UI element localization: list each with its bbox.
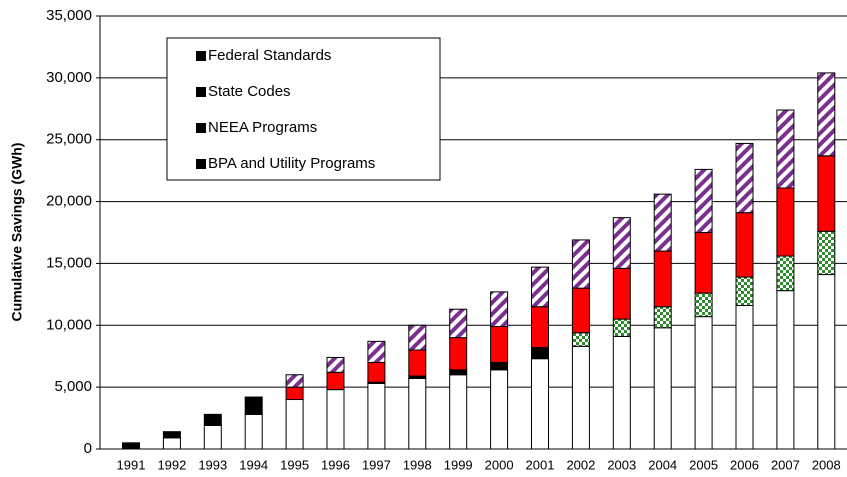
bar-segment	[531, 266, 549, 308]
legend-label: Federal Standards	[208, 47, 331, 64]
bar-segment	[612, 217, 631, 269]
bar-segment	[285, 399, 304, 450]
bar-segment	[490, 326, 509, 363]
bar-segment	[408, 324, 427, 351]
bar-segment	[367, 382, 386, 450]
bar-segment	[735, 212, 754, 278]
bar-segment	[694, 316, 713, 450]
legend-label: State Codes	[208, 83, 291, 100]
bar-segment	[571, 332, 590, 347]
bar-segment	[244, 413, 263, 450]
bar-segment	[449, 374, 468, 450]
x-tick-label: 1992	[157, 457, 186, 472]
bar-segment	[653, 306, 672, 329]
y-tick-label: 15,000	[46, 254, 92, 271]
x-tick-label: 2006	[730, 457, 759, 472]
bar-segment	[776, 255, 795, 292]
bar-segment	[531, 358, 549, 450]
bar-segment	[817, 155, 836, 232]
x-tick-label: 1991	[117, 457, 146, 472]
x-tick-label: 1993	[198, 457, 227, 472]
bar-segment	[408, 349, 427, 377]
bar-segment	[326, 389, 345, 450]
bar-segment	[653, 327, 672, 450]
bar-segment	[694, 168, 713, 233]
bar-segment	[776, 109, 795, 189]
bar-segment	[776, 187, 795, 257]
bar-segment	[162, 437, 181, 450]
legend-swatch	[196, 51, 206, 61]
bar-segment	[817, 72, 836, 157]
bar-segment	[571, 287, 590, 334]
bar-segment	[531, 347, 549, 360]
bar-segment	[531, 306, 549, 349]
bar-segment	[285, 386, 304, 401]
bar-segment	[817, 274, 836, 450]
y-axis-label: Cumulative Savings (GWh)	[9, 143, 25, 322]
bar-segment	[735, 276, 754, 306]
bar-segment	[203, 424, 222, 450]
bar-segment	[490, 369, 509, 450]
legend-box	[166, 37, 441, 181]
x-tick-label: 2007	[771, 457, 800, 472]
bar-segment	[694, 232, 713, 294]
x-tick-label: 1996	[321, 457, 350, 472]
bar-segment	[490, 291, 509, 328]
bar-segment	[735, 304, 754, 450]
bar-segment	[122, 442, 140, 450]
bar-segment	[776, 290, 795, 450]
x-tick-label: 1997	[362, 457, 391, 472]
bar-segment	[571, 239, 590, 289]
x-tick-label: 2005	[689, 457, 718, 472]
bar-segment	[612, 318, 631, 337]
bar-segment	[490, 361, 509, 371]
bar-segment	[326, 356, 345, 373]
bar-segment	[653, 193, 672, 252]
bar-segment	[285, 374, 304, 388]
bar-segment	[367, 361, 386, 383]
bar-segment	[244, 396, 263, 415]
bar-segment	[817, 230, 836, 276]
legend-swatch	[196, 87, 206, 97]
bar-segment	[449, 308, 468, 339]
bar-segment	[612, 335, 631, 450]
legend-label: BPA and Utility Programs	[208, 155, 375, 172]
x-tick-label: 1994	[239, 457, 268, 472]
bar-segment	[367, 340, 386, 363]
y-tick-label: 25,000	[46, 131, 92, 148]
y-tick-label: 20,000	[46, 193, 92, 210]
bar-segment	[735, 142, 754, 214]
x-tick-label: 2002	[566, 457, 595, 472]
x-tick-label: 2008	[812, 457, 841, 472]
x-tick-label: 1998	[403, 457, 432, 472]
x-tick-label: 1999	[444, 457, 473, 472]
x-tick-label: 2001	[526, 457, 555, 472]
bar-segment	[203, 413, 222, 426]
bar-segment	[408, 377, 427, 450]
bar-segment	[162, 431, 181, 439]
bar-segment	[449, 369, 468, 376]
bar-segment	[326, 371, 345, 391]
y-tick-label: 10,000	[46, 316, 92, 333]
bar-segment	[694, 292, 713, 318]
bar-segment	[449, 337, 468, 371]
x-tick-label: 1995	[280, 457, 309, 472]
legend-swatch	[196, 123, 206, 133]
legend-label: NEEA Programs	[208, 119, 317, 136]
x-tick-label: 2004	[648, 457, 677, 472]
y-tick-label: 30,000	[46, 69, 92, 86]
y-tick-label: 35,000	[46, 7, 92, 24]
y-tick-label: 5,000	[54, 378, 92, 395]
bar-segment	[571, 345, 590, 450]
x-tick-label: 2000	[485, 457, 514, 472]
y-tick-label: 0	[84, 440, 92, 457]
bar-segment	[653, 250, 672, 308]
bar-segment	[612, 267, 631, 320]
x-tick-label: 2003	[607, 457, 636, 472]
legend-swatch	[196, 159, 206, 169]
